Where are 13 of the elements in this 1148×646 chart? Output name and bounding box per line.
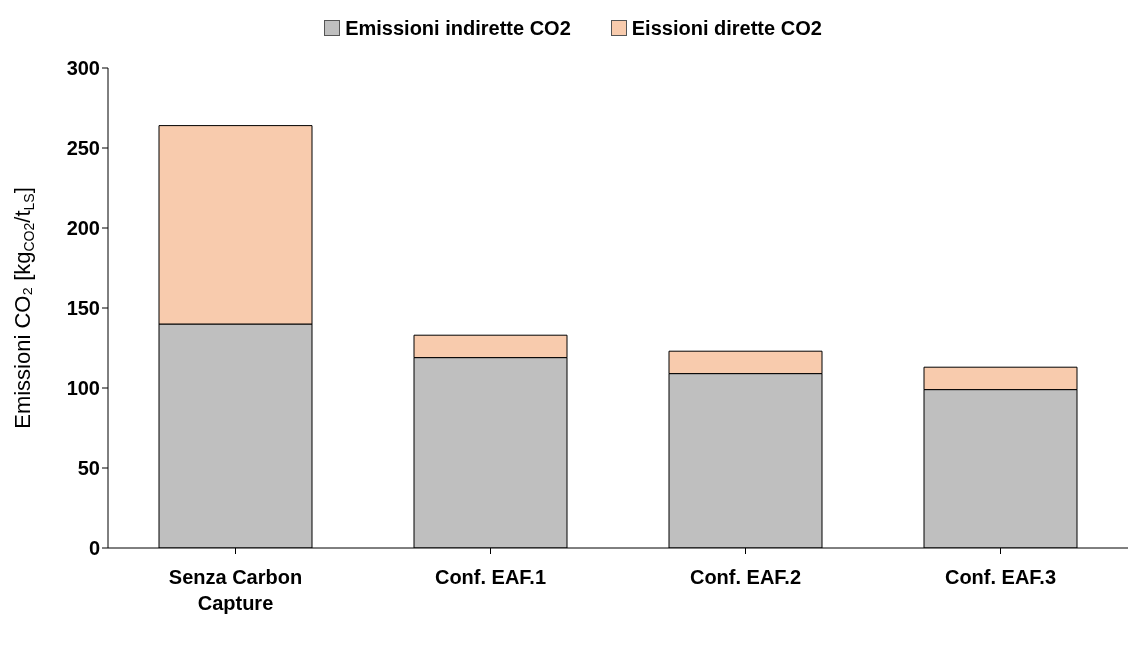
y-tick-label: 250 — [66, 137, 100, 160]
y-tick-label: 300 — [66, 57, 100, 80]
y-tick-label: 50 — [77, 457, 100, 480]
x-tick-label: Conf. EAF.3 — [944, 566, 1057, 588]
x-tick-label: Senza Carbon Capture — [168, 566, 303, 614]
x-tick-label: Conf. EAF.2 — [689, 566, 802, 588]
legend-label: Emissioni indirette CO2 — [345, 16, 571, 40]
y-tick-label: 150 — [66, 297, 100, 320]
y-tick-label: 100 — [66, 377, 100, 400]
legend-label: Eissioni dirette CO2 — [631, 16, 822, 40]
x-tick-label: Conf. EAF.1 — [434, 566, 547, 588]
y-tick-label: 0 — [88, 537, 100, 560]
y-tick-label: 200 — [66, 217, 100, 240]
